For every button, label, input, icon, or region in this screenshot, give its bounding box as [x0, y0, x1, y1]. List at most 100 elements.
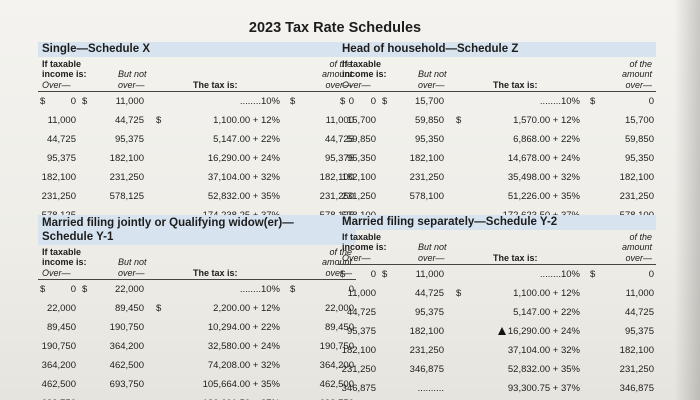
but-not-over-value: 364,200 [109, 340, 144, 352]
cell-tax: 37,104.00 + 32% [446, 341, 586, 360]
cell-over: 44,725 [38, 130, 78, 149]
but-not-over-value: 182,100 [109, 152, 144, 164]
schedule-title: Single—Schedule X [38, 42, 356, 57]
cell-of-amount-over: 95,375 [286, 149, 356, 168]
but-not-over-value: 231,250 [109, 171, 144, 183]
tax-value: 186,601.50 + 37% [203, 398, 280, 400]
header-but-not: But not [118, 69, 147, 79]
cell-over: 95,350 [338, 149, 378, 168]
over-value: 11,000 [347, 287, 376, 299]
cell-over: 22,000 [38, 299, 78, 318]
tax-value: 37,104.00 + 32% [507, 344, 580, 356]
header-amount-over: over— [625, 80, 652, 90]
mouse-pointer-icon [497, 326, 506, 335]
tax-value: ........10% [239, 283, 280, 295]
of-amount-over-value: 182,100 [319, 171, 354, 183]
but-not-over-value: .......... [417, 382, 444, 394]
but-not-over-value: 578,125 [109, 190, 144, 202]
dollar-sign: $ [82, 283, 88, 295]
header-if-taxable: If taxable [342, 59, 382, 69]
cell-tax: 105,664.00 + 35% [146, 375, 286, 394]
page-title: 2023 Tax Rate Schedules [248, 20, 422, 36]
dollar-sign: $ [456, 114, 462, 126]
of-amount-over-value: 15,700 [624, 114, 654, 126]
cell-of-amount-over: 89,450 [286, 318, 356, 337]
header-but-not-over: over— [118, 80, 145, 90]
cell-but-not-over: 231,250 [78, 168, 146, 187]
table-row: 95,350 182,100 14,678.00 + 24% 95,350 [338, 149, 656, 168]
of-amount-over-value: 22,000 [324, 302, 354, 314]
header-over: Over— [42, 80, 71, 90]
schedule-name-line2: Schedule Y-1 [42, 231, 114, 243]
over-value: 15,700 [346, 114, 376, 126]
dollar-sign: $ [156, 114, 162, 126]
of-amount-over-value: 190,750 [319, 340, 354, 352]
table-row: 182,100 231,250 37,104.00 + 32% 182,100 [38, 168, 356, 187]
but-not-over-value: 693,750 [109, 378, 144, 390]
table-row: 182,100 231,250 37,104.00 + 32% 182,100 [338, 341, 656, 360]
table-row: 95,375 182,100 16,290.00 + 24% 95,375 [338, 322, 656, 341]
schedule-title: Head of household—Schedule Z [338, 42, 656, 57]
of-amount-over-value: 89,450 [324, 321, 354, 333]
tax-value: 105,664.00 + 35% [202, 378, 280, 390]
over-value: 11,000 [47, 114, 76, 126]
tax-value: 52,832.00 + 35% [207, 190, 280, 202]
cell-over: 231,250 [338, 187, 378, 206]
cell-over: 11,000 [338, 284, 378, 303]
header-if-taxable: If taxable [342, 232, 382, 242]
cell-of-amount-over: 231,250 [586, 187, 656, 206]
over-value: 59,850 [346, 133, 376, 145]
cell-but-not-over: 95,350 [378, 130, 446, 149]
rate-table: $0 $11,000 ........10% $0 11,000 44,725 $1,100… [338, 264, 656, 398]
cell-over: 95,375 [338, 322, 378, 341]
cell-of-amount-over: 11,000 [286, 111, 356, 130]
cell-of-amount-over: 182,100 [586, 341, 656, 360]
over-value: 0 [370, 95, 376, 107]
cell-tax: ........10% [446, 264, 586, 284]
tax-value: 14,678.00 + 24% [507, 152, 580, 164]
table-row: 462,500 693,750 105,664.00 + 35% 462,500 [38, 375, 356, 394]
cell-but-not-over: 578,125 [78, 187, 146, 206]
cell-of-amount-over: 22,000 [286, 299, 356, 318]
table-row: 231,250 578,125 52,832.00 + 35% 231,250 [38, 187, 356, 206]
cell-but-not-over: 190,750 [78, 318, 146, 337]
of-amount-over-value: 231,250 [319, 190, 354, 202]
over-value: 95,350 [346, 152, 376, 164]
table-row: 11,000 44,725 $1,100.00 + 12% 11,000 [38, 111, 356, 130]
over-value: 95,375 [346, 325, 376, 337]
cell-of-amount-over: $0 [586, 91, 656, 111]
header-but-not: But not [118, 257, 147, 267]
of-amount-over-value: 44,725 [624, 306, 654, 318]
table-row: 364,200 462,500 74,208.00 + 32% 364,200 [38, 356, 356, 375]
tax-value: 74,208.00 + 32% [207, 359, 280, 371]
over-value: 346,875 [341, 382, 376, 394]
cell-of-amount-over: 11,000 [586, 284, 656, 303]
header-over: Over— [342, 80, 371, 90]
cell-over: 59,850 [338, 130, 378, 149]
cell-but-not-over: 231,250 [378, 341, 446, 360]
cell-over: 693,750 [38, 394, 78, 400]
table-row: 44,725 95,375 5,147.00 + 22% 44,725 [338, 303, 656, 322]
of-amount-over-value: 182,100 [619, 344, 654, 356]
column-headers: If taxable income is: Over— But not over— The… [38, 245, 356, 279]
table-row: 182,100 231,250 35,498.00 + 32% 182,100 [338, 168, 656, 187]
cell-but-not-over: 44,725 [378, 284, 446, 303]
dollar-sign: $ [82, 95, 88, 107]
but-not-over-value: 95,375 [414, 306, 444, 318]
tax-value: 35,498.00 + 32% [507, 171, 580, 183]
header-of-the: of the [629, 59, 652, 69]
over-value: 44,725 [46, 133, 76, 145]
of-amount-over-value: 95,375 [324, 152, 354, 164]
dollar-sign: $ [290, 283, 296, 295]
but-not-over-value: 462,500 [109, 359, 144, 371]
tax-value: 16,290.00 + 24% [507, 325, 580, 337]
cell-over: 190,750 [38, 337, 78, 356]
over-value: 0 [70, 283, 76, 295]
header-tax-is: The tax is: [193, 80, 238, 90]
over-value: 182,100 [341, 171, 376, 183]
cell-tax: 14,678.00 + 24% [446, 149, 586, 168]
but-not-over-value: 59,850 [414, 114, 444, 126]
rate-table: $0 $11,000 ........10% $0 11,000 44,725 $1,100… [38, 91, 356, 225]
header-amount-over: over— [625, 253, 652, 263]
column-headers: If taxable income is: Over— But not over— The… [338, 57, 656, 91]
